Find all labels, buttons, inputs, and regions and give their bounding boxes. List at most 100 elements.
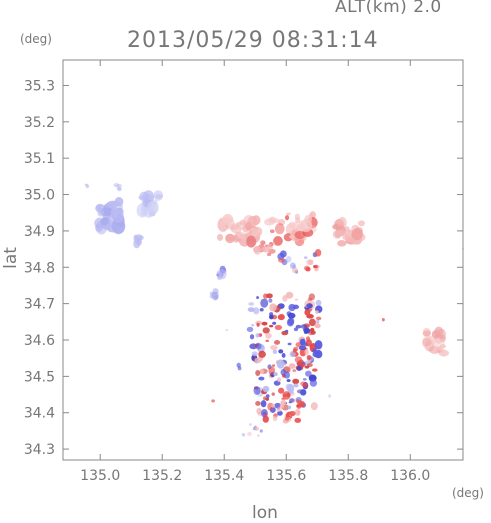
echo-cell (222, 217, 231, 223)
echo-cell (423, 330, 432, 336)
echo-cell (287, 405, 292, 410)
echo-cell (299, 348, 307, 357)
echo-cell (256, 359, 262, 363)
echo-cell (422, 338, 432, 347)
echo-cell (314, 323, 321, 329)
y-tick-label: 34.9 (24, 224, 55, 240)
echo-cell (257, 434, 260, 437)
echo-cell (116, 186, 121, 191)
echo-cell (315, 320, 320, 324)
echo-cell (247, 307, 255, 312)
echo-cell (253, 307, 260, 315)
echo-cell (284, 416, 290, 421)
echo-cell (296, 399, 303, 405)
echo-cell (255, 401, 261, 406)
echo-cell (247, 431, 252, 437)
echo-cell (274, 402, 282, 409)
echo-cell (273, 236, 283, 246)
echo-cell (111, 218, 126, 234)
y-tick-label: 34.8 (24, 260, 55, 276)
echo-cell (211, 399, 215, 403)
echo-cell (272, 364, 276, 367)
echo-cell (300, 324, 308, 329)
echo-cell (268, 366, 276, 375)
echo-cell (292, 378, 300, 385)
echo-cell (265, 397, 270, 401)
echo-cell (284, 215, 290, 221)
echo-cell (313, 264, 319, 269)
echo-cell (251, 351, 258, 357)
echo-cell (248, 423, 252, 426)
echo-cell (314, 248, 322, 257)
echo-cell (286, 212, 291, 216)
echo-cell (293, 383, 299, 388)
echo-cell (309, 379, 318, 387)
echo-cell (337, 216, 347, 229)
echo-cell (271, 392, 275, 396)
x-axis-label: lon (252, 503, 278, 523)
echo-cell (300, 381, 307, 387)
echo-cell (285, 329, 289, 333)
echo-cell (216, 233, 224, 241)
echo-cell (99, 218, 110, 226)
echo-cell (263, 413, 268, 417)
echo-cell (306, 303, 313, 309)
echo-cell (260, 400, 267, 408)
echo-cell (255, 370, 261, 377)
echo-cell (431, 329, 441, 339)
echo-cell (283, 371, 291, 379)
echo-cell (256, 296, 260, 300)
echo-cell (286, 318, 294, 327)
echo-cell (225, 233, 236, 244)
x-tick-label: 135.8 (328, 468, 368, 484)
echo-cell (241, 432, 246, 437)
echo-cell (236, 362, 241, 368)
echo-cell (302, 362, 306, 367)
radar-echoes (84, 183, 464, 437)
echo-cell (261, 321, 268, 326)
echo-cell (304, 349, 309, 355)
echo-cell (270, 344, 278, 351)
echo-cell (289, 410, 296, 417)
echo-cell (267, 216, 278, 224)
echo-cell (308, 259, 314, 266)
echo-cell (260, 240, 266, 246)
echo-cell (305, 336, 311, 342)
y-tick-label: 34.3 (24, 442, 55, 458)
y-axis-unit: (deg) (20, 32, 52, 46)
echo-cell (310, 402, 318, 411)
echo-cell (304, 214, 312, 224)
echo-cell (262, 385, 270, 393)
echo-cell (282, 391, 291, 400)
echo-cell (259, 368, 264, 372)
echo-cell (312, 348, 317, 353)
echo-cell (274, 324, 283, 331)
echo-cell (246, 326, 254, 333)
echo-cell (259, 429, 263, 433)
echo-cell (96, 204, 103, 211)
echo-cell (266, 244, 273, 248)
echo-cell (262, 415, 269, 423)
echo-cell (259, 307, 264, 312)
echo-cell (328, 394, 332, 398)
echo-cell (271, 403, 275, 408)
echo-cell (84, 183, 88, 187)
echo-cell (269, 324, 274, 328)
x-tick-label: 135.6 (266, 468, 306, 484)
echo-cell (336, 229, 346, 237)
echo-cell (282, 294, 288, 302)
echo-cell (304, 365, 310, 369)
echo-cell (237, 231, 246, 240)
echo-cell (280, 399, 287, 406)
echo-cell (294, 213, 301, 221)
echo-cell (287, 312, 296, 319)
echo-cell (288, 363, 296, 369)
echo-cell (213, 294, 219, 300)
echo-cell (285, 291, 294, 299)
echo-cell (277, 258, 285, 263)
echo-cell (305, 267, 311, 272)
echo-cell (110, 207, 120, 219)
echo-cell (269, 229, 275, 234)
echo-cell (265, 332, 272, 339)
